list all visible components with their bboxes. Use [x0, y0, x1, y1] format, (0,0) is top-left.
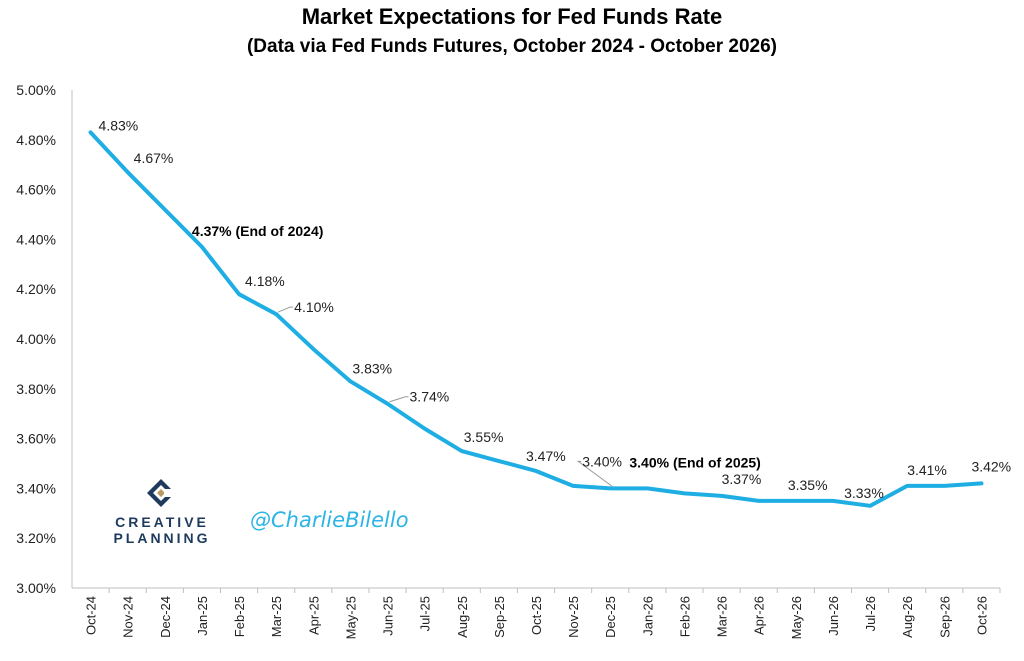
x-tick-label: Oct-26	[974, 596, 989, 635]
data-label: 4.18%	[245, 273, 285, 289]
data-point	[943, 485, 945, 487]
x-tick-label: Jun-25	[381, 596, 396, 636]
data-point	[869, 505, 871, 507]
data-label: 3.74%	[410, 389, 450, 405]
data-label: 4.83%	[99, 117, 139, 133]
data-point	[424, 428, 426, 430]
y-tick-label: 3.40%	[16, 480, 56, 496]
creative-planning-logo: CREATIVE PLANNING	[104, 478, 220, 548]
y-tick-label: 4.40%	[16, 231, 56, 247]
y-tick-label: 3.80%	[16, 381, 56, 397]
data-point	[349, 380, 351, 382]
y-tick-label: 3.00%	[16, 580, 56, 596]
x-tick-label: Dec-24	[158, 596, 173, 638]
data-point	[795, 500, 797, 502]
x-tick-label: Jan-26	[640, 596, 655, 636]
data-point	[609, 487, 611, 489]
x-tick-label: Feb-26	[677, 596, 692, 637]
y-tick-label: 5.00%	[16, 82, 56, 98]
data-label: 3.55%	[464, 429, 504, 445]
data-label: 3.35%	[788, 477, 828, 493]
x-tick-label: Jul-26	[863, 596, 878, 631]
data-point	[832, 500, 834, 502]
data-point	[758, 500, 760, 502]
data-point	[238, 293, 240, 295]
data-point	[572, 485, 574, 487]
x-tick-label: Jan-25	[195, 596, 210, 636]
x-tick-label: Jul-25	[418, 596, 433, 631]
data-point	[164, 209, 166, 211]
logo-text-line2: PLANNING	[113, 530, 211, 546]
x-tick-label: Jun-26	[826, 596, 841, 636]
data-label: 3.83%	[352, 360, 392, 376]
x-tick-label: Mar-26	[715, 596, 730, 637]
chart-title: Market Expectations for Fed Funds Rate	[301, 4, 723, 29]
x-tick-label: Dec-25	[603, 596, 618, 638]
y-tick-label: 4.20%	[16, 281, 56, 297]
x-tick-label: May-25	[343, 596, 358, 639]
x-tick-label: Sep-25	[492, 596, 507, 638]
data-point	[201, 246, 203, 248]
data-label: 3.42%	[971, 458, 1011, 474]
logo-mark-icon	[147, 479, 176, 507]
logo-text-line1: CREATIVE	[115, 514, 209, 530]
x-tick-label: Apr-26	[752, 596, 767, 635]
label-connector	[389, 396, 409, 403]
data-label: 4.10%	[294, 299, 334, 315]
data-label: 4.37% (End of 2024)	[192, 223, 323, 239]
y-tick-label: 3.60%	[16, 431, 56, 447]
data-point	[461, 450, 463, 452]
y-tick-label: 3.20%	[16, 530, 56, 546]
data-point	[980, 482, 982, 484]
x-tick-label: Nov-25	[566, 596, 581, 638]
data-point	[906, 485, 908, 487]
y-tick-label: 4.60%	[16, 182, 56, 198]
data-label: 3.41%	[907, 462, 947, 478]
x-tick-label: Oct-25	[529, 596, 544, 635]
data-point	[387, 403, 389, 405]
data-point	[127, 171, 129, 173]
data-point	[535, 470, 537, 472]
label-connector	[277, 306, 294, 313]
chart-subtitle: (Data via Fed Funds Futures, October 202…	[246, 36, 778, 57]
x-tick-label: Nov-24	[121, 596, 136, 638]
x-tick-label: Aug-26	[900, 596, 915, 638]
x-tick-label: Sep-26	[937, 596, 952, 638]
data-label: 4.67%	[134, 150, 174, 166]
data-point	[312, 348, 314, 350]
data-point	[721, 495, 723, 497]
y-tick-label: 4.00%	[16, 331, 56, 347]
data-point	[275, 313, 277, 315]
x-tick-label: May-26	[789, 596, 804, 639]
data-label: 3.40% (End of 2025)	[629, 454, 761, 470]
data-point	[90, 131, 92, 133]
data-label: 3.33%	[844, 485, 884, 501]
x-tick-label: Aug-25	[455, 596, 470, 638]
data-label: 3.37%	[722, 471, 762, 487]
label-connector	[576, 460, 613, 487]
data-point	[683, 492, 685, 494]
twitter-handle: @CharlieBilello	[250, 508, 409, 532]
data-label: 3.40%	[582, 453, 622, 469]
data-point	[646, 487, 648, 489]
data-label: 3.47%	[526, 448, 566, 464]
x-tick-label: Oct-24	[84, 596, 99, 635]
data-point	[498, 460, 500, 462]
x-tick-label: Feb-25	[232, 596, 247, 637]
y-tick-label: 4.80%	[16, 132, 56, 148]
x-tick-label: Mar-25	[269, 596, 284, 637]
x-tick-label: Apr-25	[306, 596, 321, 635]
